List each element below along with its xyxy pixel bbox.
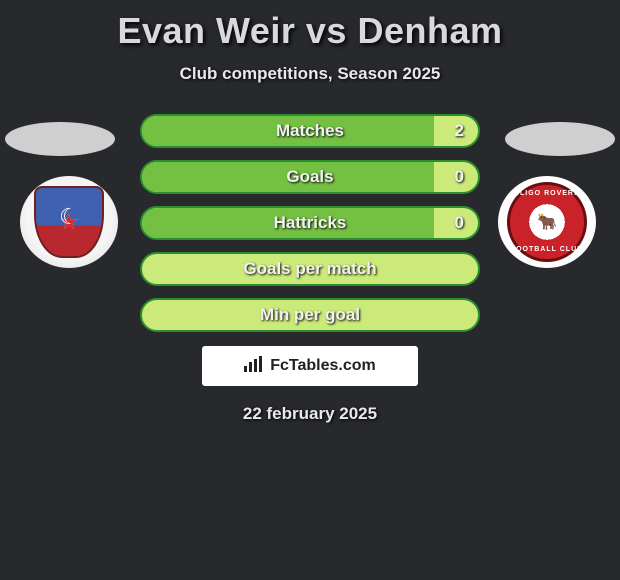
player-photo-right-placeholder xyxy=(505,122,615,156)
player-photo-left-placeholder xyxy=(5,122,115,156)
stat-rows-container: Matches 2 Goals 0 Hattricks 0 Goals per … xyxy=(140,114,480,332)
shield-icon: ☾ ★ xyxy=(34,186,104,258)
crescent-icon: ☾ xyxy=(59,204,79,230)
comparison-area: ☾ ★ SLIGO ROVERS 🐂 FOOTBALL CLUB Matches… xyxy=(0,114,620,424)
stat-row-goals-per-match: Goals per match xyxy=(140,252,480,286)
roundel-icon: SLIGO ROVERS 🐂 FOOTBALL CLUB xyxy=(507,182,587,262)
bull-icon: 🐂 xyxy=(527,202,567,242)
page-title: Evan Weir vs Denham xyxy=(0,0,620,52)
subtitle: Club competitions, Season 2025 xyxy=(0,64,620,84)
stat-label: Hattricks xyxy=(142,208,478,238)
stat-row-goals: Goals 0 xyxy=(140,160,480,194)
stat-value-right: 0 xyxy=(455,162,464,192)
stat-label: Matches xyxy=(142,116,478,146)
stat-label: Min per goal xyxy=(142,300,478,330)
stat-value-right: 2 xyxy=(455,116,464,146)
stat-row-min-per-goal: Min per goal xyxy=(140,298,480,332)
stat-row-matches: Matches 2 xyxy=(140,114,480,148)
club-badge-left: ☾ ★ xyxy=(20,176,118,268)
badge-text-top: SLIGO ROVERS xyxy=(510,190,584,197)
badge-text-bottom: FOOTBALL CLUB xyxy=(510,246,584,253)
chart-bars-icon xyxy=(244,356,264,377)
stat-value-right: 0 xyxy=(455,208,464,238)
brand-text: FcTables.com xyxy=(270,357,376,375)
stat-label: Goals per match xyxy=(142,254,478,284)
stat-row-hattricks: Hattricks 0 xyxy=(140,206,480,240)
footer-date: 22 february 2025 xyxy=(0,404,620,424)
stat-label: Goals xyxy=(142,162,478,192)
club-badge-right: SLIGO ROVERS 🐂 FOOTBALL CLUB xyxy=(498,176,596,268)
brand-watermark: FcTables.com xyxy=(202,346,418,386)
